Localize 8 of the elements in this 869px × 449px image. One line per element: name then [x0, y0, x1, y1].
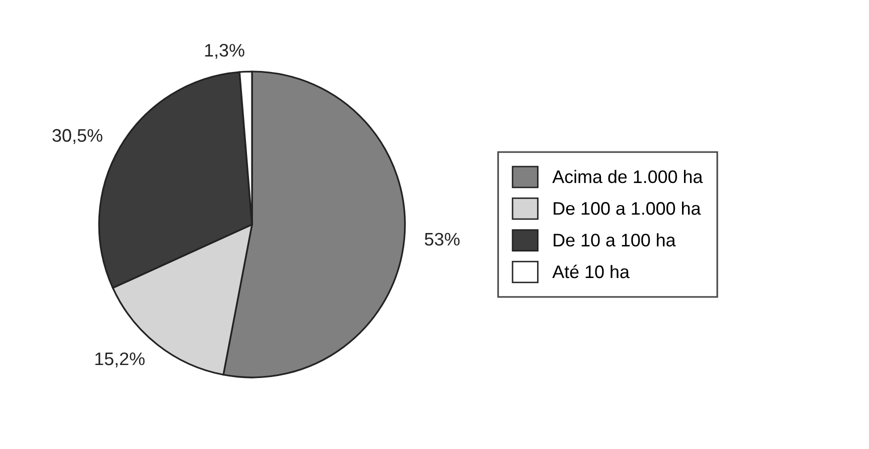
data-label: 30,5%	[52, 129, 102, 144]
legend-label: Até 10 ha	[552, 264, 630, 278]
data-label: 15,2%	[95, 352, 145, 368]
legend-label: Acima de 1.000 ha	[552, 170, 703, 184]
data-label: 1,3%	[205, 44, 244, 59]
legend-label: De 10 a 100 ha	[554, 233, 676, 247]
data-label: 53%	[424, 232, 460, 246]
legend-label: De 100 a 1.000 ha	[554, 202, 701, 215]
